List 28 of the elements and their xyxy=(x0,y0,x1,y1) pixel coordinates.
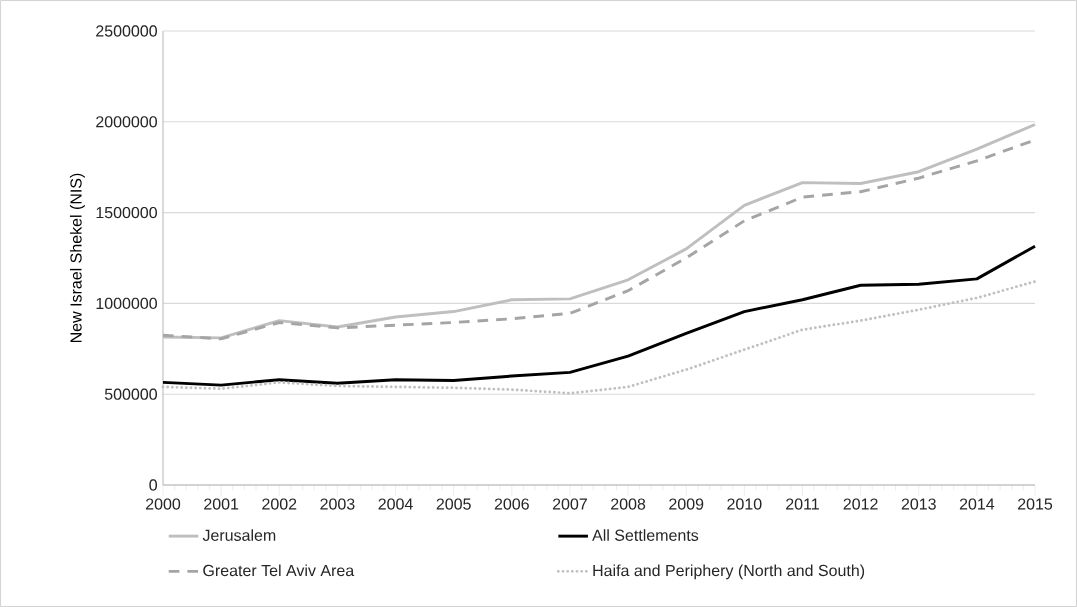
x-tick-label: 2010 xyxy=(727,498,762,510)
legend-label: All Settlements xyxy=(592,529,699,541)
legend-label: Haifa and Periphery (North and South) xyxy=(593,564,865,580)
legend-label: Greater Tel Aviv Area xyxy=(203,564,355,577)
legend-label: Jerusalem xyxy=(202,529,276,541)
x-tick-label: 2006 xyxy=(494,498,529,510)
y-tick-label: 2000000 xyxy=(96,116,157,128)
x-tick-label: 2001 xyxy=(204,498,239,510)
x-tick-label: 2003 xyxy=(320,498,355,510)
y-tick-label: 0 xyxy=(149,479,158,491)
y-tick-label: 500000 xyxy=(104,388,157,400)
x-tick-label: 2013 xyxy=(901,498,936,510)
y-tick-label: 2500000 xyxy=(96,25,157,37)
x-tick-label: 2002 xyxy=(262,498,297,510)
x-tick-label: 2012 xyxy=(843,498,878,510)
x-tick-label: 2014 xyxy=(959,498,995,510)
x-tick-label: 2015 xyxy=(1018,498,1053,510)
x-tick-label: 2008 xyxy=(611,498,646,510)
y-tick-label: 1000000 xyxy=(96,297,157,310)
x-tick-label: 2000 xyxy=(146,498,181,510)
y-axis-title: New Israel Shekel (NIS) xyxy=(69,173,85,343)
x-tick-label: 2009 xyxy=(669,498,704,510)
y-tick-label: 1500000 xyxy=(96,206,157,219)
line-series xyxy=(161,244,1037,387)
x-tick-label: 2004 xyxy=(378,498,413,510)
x-tick-label: 2007 xyxy=(552,498,587,510)
x-tick-label: 2005 xyxy=(436,498,471,510)
x-tick-label: 2011 xyxy=(786,498,819,510)
